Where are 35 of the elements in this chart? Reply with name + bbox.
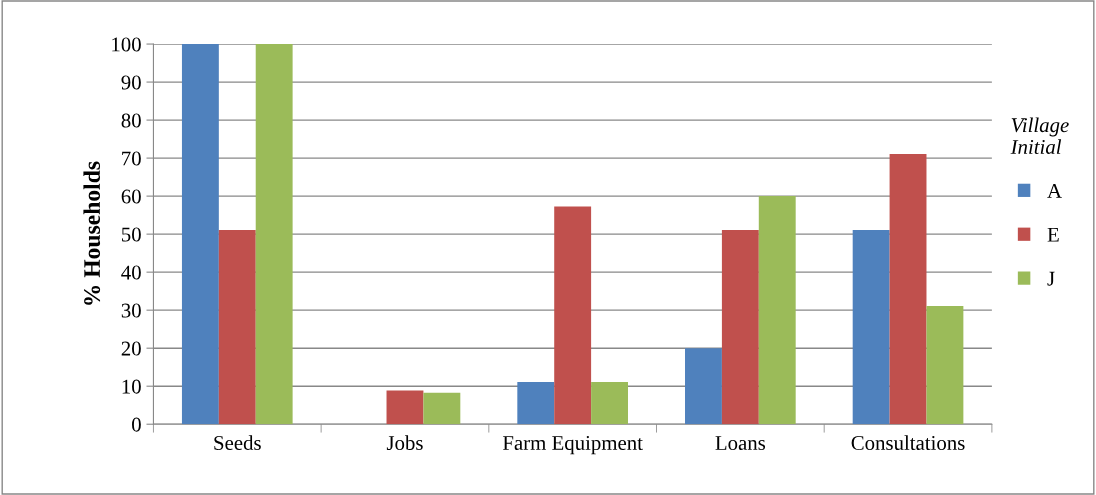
x-tick-label: Loans <box>715 436 766 450</box>
y-tick-label: 0 <box>132 417 141 432</box>
bar <box>255 44 293 425</box>
bar <box>758 196 796 425</box>
bar <box>889 153 927 425</box>
legend-title: Village Initial <box>1010 117 1069 154</box>
bar <box>721 229 759 425</box>
bar <box>852 229 890 425</box>
y-axis-title: % Households <box>83 161 101 305</box>
bar <box>181 44 219 425</box>
bar <box>218 229 256 425</box>
y-tick-label: 100 <box>112 37 141 52</box>
x-tick-label: Seeds <box>214 435 261 450</box>
y-tick-label: 50 <box>122 227 141 242</box>
legend-label: A <box>1047 183 1062 198</box>
bar <box>554 206 592 425</box>
x-tick-label: Consultations <box>851 435 965 450</box>
bar <box>423 392 461 425</box>
bar <box>685 348 722 425</box>
y-tick-label: 90 <box>121 75 141 90</box>
y-tick-label: 30 <box>121 303 141 318</box>
x-tick-label: Jobs <box>386 435 423 450</box>
bar <box>591 382 628 425</box>
bar <box>926 305 964 425</box>
y-tick-label: 80 <box>121 113 141 128</box>
y-tick-label: 10 <box>122 379 141 394</box>
bar <box>517 382 555 425</box>
y-tick-label: 60 <box>121 189 141 204</box>
y-tick-label: 40 <box>121 265 141 280</box>
bar <box>386 390 424 425</box>
y-tick-label: 20 <box>121 341 141 356</box>
x-tick-label: Farm Equipment <box>502 435 643 455</box>
legend-label: J <box>1047 271 1055 286</box>
legend-label: E <box>1047 227 1059 242</box>
y-tick-label: 70 <box>122 151 141 166</box>
